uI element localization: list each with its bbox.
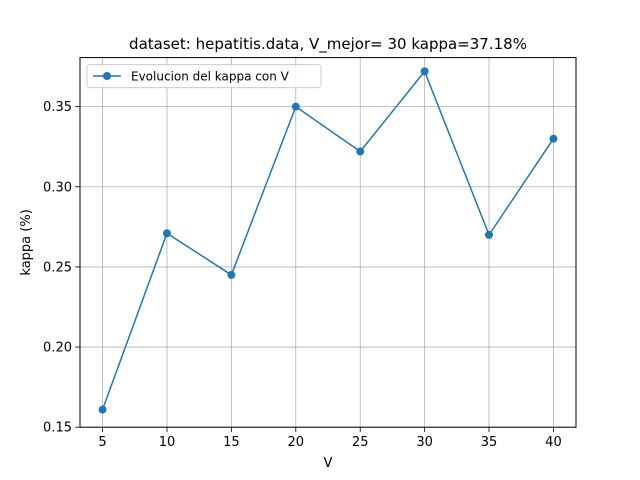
x-axis-label: V bbox=[324, 456, 333, 471]
y-tick-label: 0.15 bbox=[43, 421, 72, 436]
legend-marker-swatch bbox=[103, 72, 111, 80]
data-point bbox=[291, 102, 300, 111]
data-point bbox=[485, 230, 494, 239]
chart-title: dataset: hepatitis.data, V_mejor= 30 kap… bbox=[129, 35, 527, 54]
x-tick-label: 40 bbox=[545, 435, 562, 450]
series-line bbox=[101, 70, 555, 410]
data-point bbox=[98, 405, 107, 414]
y-tick-label: 0.20 bbox=[43, 341, 72, 356]
series-layer bbox=[98, 67, 558, 414]
x-tick-label: 35 bbox=[481, 435, 498, 450]
legend-label: Evolucion del kappa con V bbox=[131, 70, 290, 84]
data-point bbox=[549, 134, 558, 143]
data-point bbox=[420, 67, 429, 76]
y-axis-label: kappa (%) bbox=[19, 209, 34, 275]
y-tick-label: 0.25 bbox=[43, 260, 72, 275]
y-tick-label: 0.30 bbox=[43, 180, 72, 195]
x-tick-label: 5 bbox=[98, 435, 106, 450]
x-tick-label: 10 bbox=[159, 435, 176, 450]
data-point bbox=[162, 229, 171, 238]
data-point bbox=[227, 270, 236, 279]
y-tick-label: 0.35 bbox=[43, 100, 72, 115]
x-tick-label: 20 bbox=[288, 435, 305, 450]
legend: Evolucion del kappa con V bbox=[86, 64, 322, 89]
plot-frame bbox=[79, 57, 577, 428]
x-axis-ticks: 5 10 15 20 25 30 35 40 bbox=[98, 427, 562, 450]
legend-box bbox=[86, 64, 322, 89]
x-tick-label: 25 bbox=[352, 435, 369, 450]
x-tick-label: 15 bbox=[223, 435, 240, 450]
y-axis-ticks: 0.15 0.20 0.25 0.30 0.35 bbox=[43, 100, 80, 436]
x-tick-label: 30 bbox=[416, 435, 433, 450]
data-point bbox=[356, 147, 365, 156]
